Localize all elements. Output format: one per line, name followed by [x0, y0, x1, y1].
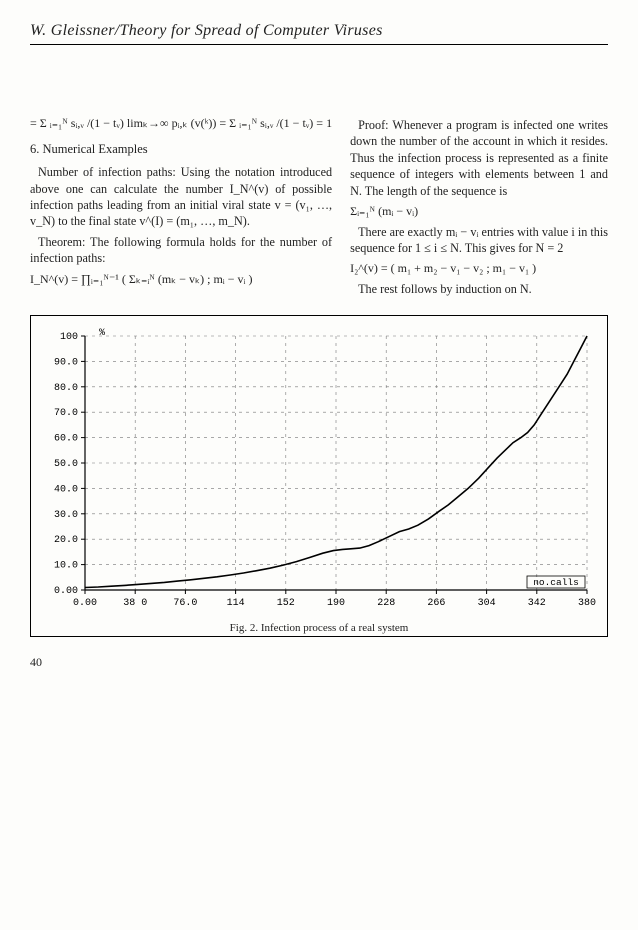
infection-chart: 0.00 10.0 20.0 30.0 40.0 50.0 60.0 70.0 80.0 90.0…	[41, 324, 597, 620]
svg-text:80.0: 80.0	[54, 383, 78, 394]
running-header: W. Gleissner/Theory for Spread of Comput…	[30, 22, 608, 45]
svg-text:114: 114	[227, 598, 245, 609]
two-column-body: = Σ ᵢ₌₁ᴺ sᵢ,ᵥ /(1 − tᵥ) limₖ→∞ pᵢ,ₖ (v(ᵏ…	[30, 113, 608, 301]
svg-text:no.calls: no.calls	[533, 577, 579, 588]
svg-text:342: 342	[528, 598, 546, 609]
svg-text:0.00: 0.00	[54, 586, 78, 597]
svg-text:90.0: 90.0	[54, 358, 78, 369]
svg-text:38 0: 38 0	[123, 598, 147, 609]
page-number: 40	[30, 655, 608, 670]
svg-text:50.0: 50.0	[54, 459, 78, 470]
equation-limit: = Σ ᵢ₌₁ᴺ sᵢ,ᵥ /(1 − tᵥ) limₖ→∞ pᵢ,ₖ (v(ᵏ…	[30, 115, 332, 131]
page: W. Gleissner/Theory for Spread of Comput…	[0, 0, 638, 930]
svg-text:266: 266	[427, 598, 445, 609]
svg-text:304: 304	[478, 598, 496, 609]
svg-text:380: 380	[578, 598, 596, 609]
svg-text:30.0: 30.0	[54, 510, 78, 521]
top-whitespace	[30, 45, 608, 113]
svg-text:228: 228	[377, 598, 395, 609]
section-number: 6.	[30, 142, 39, 156]
svg-text:100: 100	[60, 332, 78, 343]
svg-text:40.0: 40.0	[54, 485, 78, 496]
equation-sequence-length: Σᵢ₌₁ᴺ (mᵢ − vᵢ)	[350, 203, 608, 219]
svg-text:60.0: 60.0	[54, 434, 78, 445]
svg-text:%: %	[99, 328, 105, 339]
equation-I2: I₂^(v) = ( m₁ + m₂ − v₁ − v₂ ; m₁ − v₁ )	[350, 260, 608, 276]
svg-text:10.0: 10.0	[54, 561, 78, 572]
svg-text:20.0: 20.0	[54, 535, 78, 546]
left-column: = Σ ᵢ₌₁ᴺ sᵢ,ᵥ /(1 − tᵥ) limₖ→∞ pᵢ,ₖ (v(ᵏ…	[30, 113, 332, 301]
figure-2: 0.00 10.0 20.0 30.0 40.0 50.0 60.0 70.0 80.0 90.0…	[30, 315, 608, 637]
svg-text:152: 152	[277, 598, 295, 609]
svg-text:70.0: 70.0	[54, 408, 78, 419]
paragraph-infection-paths: Number of infection paths: Using the not…	[30, 164, 332, 230]
paragraph-entries: There are exactly mᵢ − vᵢ entries with v…	[350, 224, 608, 257]
svg-text:0.00: 0.00	[73, 598, 97, 609]
section-heading: 6. Numerical Examples	[30, 141, 332, 158]
section-title: Numerical Examples	[43, 142, 148, 156]
paragraph-proof: Proof: Whenever a program is infected on…	[350, 117, 608, 199]
right-column: Proof: Whenever a program is infected on…	[350, 113, 608, 301]
svg-text:76.0: 76.0	[173, 598, 197, 609]
svg-text:190: 190	[327, 598, 345, 609]
paragraph-theorem-intro: Theorem: The following formula holds for…	[30, 234, 332, 267]
equation-theorem: I_N^(v) = ∏ᵢ₌₁ᴺ⁻¹ ( Σₖ₌ᵢᴺ (mₖ − vₖ) ; mᵢ…	[30, 271, 332, 287]
paragraph-induction: The rest follows by induction on N.	[350, 281, 608, 297]
figure-caption: Fig. 2. Infection process of a real syst…	[41, 622, 597, 634]
